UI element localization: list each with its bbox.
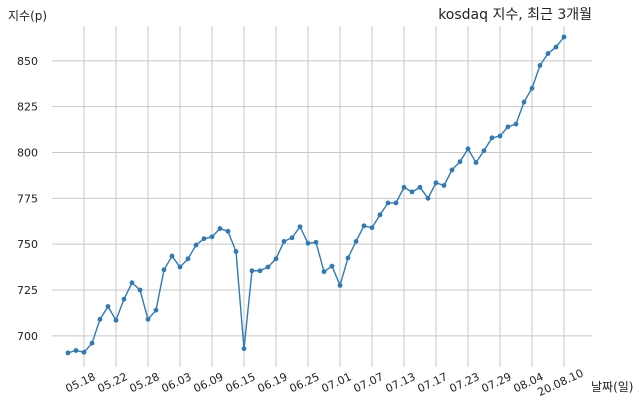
data-point-56: [513, 121, 519, 127]
series-line: [67, 36, 565, 354]
data-point-60: [545, 51, 551, 56]
x-tick-label-2: 05.28: [127, 370, 161, 395]
data-point-50: [465, 146, 471, 152]
data-point-6: [113, 317, 119, 323]
data-point-62: [561, 34, 567, 40]
x-tick-labels: 05.1805.2205.2806.0306.0906.1506.1906.25…: [63, 367, 585, 399]
data-point-16: [193, 242, 199, 248]
x-tick-label-15: 20.08.10: [536, 367, 586, 399]
data-point-7: [121, 296, 127, 302]
data-point-45: [425, 195, 431, 201]
data-point-8: [129, 280, 135, 286]
data-point-13: [169, 253, 175, 259]
data-point-35: [345, 255, 351, 261]
x-tick-label-0: 05.18: [63, 370, 97, 395]
data-point-61: [553, 44, 559, 50]
data-point-20: [225, 228, 231, 234]
y-tick-label-825: 825: [17, 101, 38, 114]
data-point-44: [417, 184, 423, 190]
data-point-43: [409, 189, 415, 195]
data-point-42: [401, 184, 407, 190]
data-point-5: [105, 304, 111, 309]
y-tick-labels: 700 725 750 775 800 825 850: [17, 55, 38, 343]
data-point-23: [249, 268, 255, 274]
data-point-22: [241, 346, 247, 352]
data-point-47: [441, 183, 447, 188]
y-gridlines: [52, 60, 592, 337]
data-point-9: [137, 287, 143, 293]
data-point-26: [273, 256, 279, 262]
x-tick-label-8: 07.01: [319, 370, 353, 395]
x-tick-label-11: 07.17: [415, 370, 449, 395]
data-point-59: [537, 63, 543, 68]
data-point-51: [473, 160, 479, 165]
x-tick-label-13: 07.29: [479, 370, 513, 395]
series-kosdaq: [65, 34, 567, 356]
data-point-32: [321, 269, 327, 275]
data-point-33: [329, 263, 335, 269]
data-point-55: [505, 124, 511, 130]
data-point-36: [353, 239, 359, 244]
data-point-24: [257, 268, 263, 274]
data-point-25: [265, 264, 271, 270]
y-tick-label-700: 700: [17, 330, 38, 343]
x-tick-label-9: 07.07: [351, 370, 385, 395]
data-point-17: [201, 236, 207, 242]
data-point-41: [393, 200, 399, 206]
data-point-3: [89, 340, 95, 346]
data-point-0: [65, 350, 71, 356]
data-point-28: [289, 235, 295, 241]
y-axis-label: 지수(p): [8, 9, 47, 23]
data-point-46: [433, 180, 439, 186]
data-point-11: [153, 307, 159, 313]
y-tick-label-725: 725: [17, 284, 38, 297]
data-point-2: [81, 349, 87, 355]
data-point-21: [233, 249, 239, 254]
data-point-48: [449, 167, 455, 173]
data-point-12: [161, 267, 167, 273]
y-tick-label-775: 775: [17, 192, 38, 205]
x-tick-label-7: 06.25: [287, 370, 321, 395]
data-point-58: [529, 85, 535, 91]
data-point-1: [73, 348, 79, 353]
data-point-31: [313, 239, 319, 245]
data-point-57: [521, 99, 527, 105]
data-point-10: [145, 316, 151, 322]
x-tick-label-1: 05.22: [95, 370, 129, 395]
x-gridlines: [83, 26, 565, 367]
x-tick-label-12: 07.23: [447, 370, 481, 395]
y-tick-label-750: 750: [17, 238, 38, 251]
data-point-40: [385, 200, 391, 206]
x-tick-label-4: 06.09: [191, 370, 225, 395]
data-point-34: [337, 283, 343, 288]
x-tick-label-3: 06.03: [159, 370, 193, 395]
data-point-39: [377, 212, 383, 218]
data-point-37: [361, 223, 367, 229]
data-point-4: [97, 316, 103, 322]
y-tick-label-800: 800: [17, 147, 38, 160]
data-point-27: [281, 239, 287, 244]
x-tick-label-5: 06.15: [223, 370, 257, 395]
x-axis-label: 날짜(일): [591, 380, 633, 394]
data-point-29: [297, 224, 303, 230]
data-point-14: [177, 264, 183, 270]
data-point-49: [457, 159, 463, 165]
data-point-30: [305, 240, 311, 246]
x-tick-label-10: 07.13: [383, 370, 417, 395]
data-point-38: [369, 225, 375, 231]
data-point-53: [489, 135, 495, 141]
data-point-54: [497, 133, 503, 139]
data-point-15: [185, 256, 191, 262]
data-point-19: [217, 226, 223, 231]
data-point-52: [481, 148, 487, 154]
x-tick-label-6: 06.19: [255, 370, 289, 395]
y-tick-label-850: 850: [17, 55, 38, 68]
data-point-18: [209, 234, 215, 240]
chart-title: kosdaq 지수, 최근 3개월: [438, 7, 592, 23]
